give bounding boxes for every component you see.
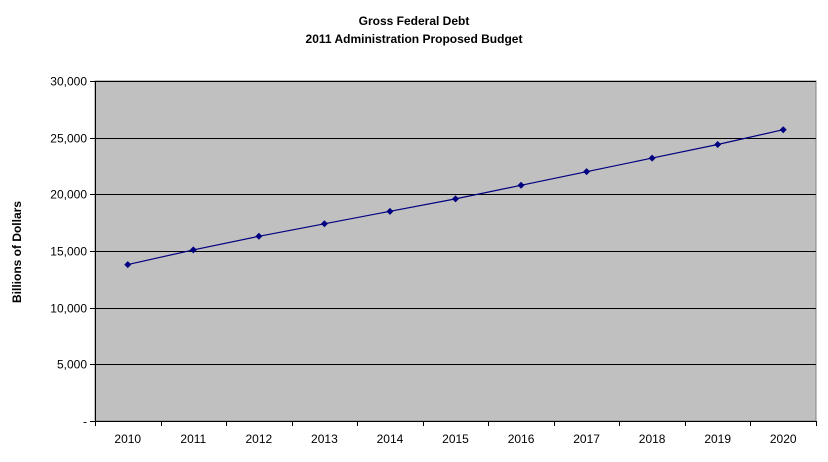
- chart-title: Gross Federal Debt: [358, 14, 470, 28]
- data-point-2013: [320, 220, 328, 228]
- data-point-2015: [452, 195, 459, 203]
- y-tick-label-1: 5,000: [57, 358, 87, 372]
- x-tick-label-2010: 2010: [114, 432, 141, 446]
- x-tick-label-2011: 2011: [180, 432, 206, 446]
- y-tick-label-5: 25,000: [50, 132, 87, 146]
- x-tick-label-2013: 2013: [311, 432, 338, 446]
- data-point-2010: [124, 261, 132, 269]
- x-tick-label-2020: 2020: [770, 432, 797, 446]
- data-point-2020: [779, 126, 787, 134]
- x-tick-label-2017: 2017: [573, 432, 600, 446]
- y-tick-label-2: 10,000: [50, 302, 87, 316]
- y-tick-label-3: 15,000: [50, 245, 87, 259]
- x-tick-label-2016: 2016: [508, 432, 535, 446]
- data-point-2014: [386, 207, 394, 215]
- y-tick-label-0: -: [83, 415, 87, 429]
- x-tick-label-2014: 2014: [377, 432, 404, 446]
- chart-subtitle: 2011 Administration Proposed Budget: [305, 32, 523, 46]
- data-point-2011: [189, 246, 197, 254]
- data-point-2018: [648, 154, 656, 162]
- y-tick-label-4: 20,000: [50, 188, 87, 202]
- data-point-2019: [714, 140, 722, 148]
- x-tick-label-2018: 2018: [639, 432, 666, 446]
- data-point-2012: [255, 232, 263, 240]
- data-point-2016: [517, 181, 525, 189]
- y-tick-label-6: 30,000: [50, 75, 87, 89]
- x-tick-label-2015: 2015: [442, 432, 469, 446]
- x-tick-label-2012: 2012: [246, 432, 273, 446]
- data-point-2017: [583, 168, 591, 176]
- x-tick-label-2019: 2019: [704, 432, 731, 446]
